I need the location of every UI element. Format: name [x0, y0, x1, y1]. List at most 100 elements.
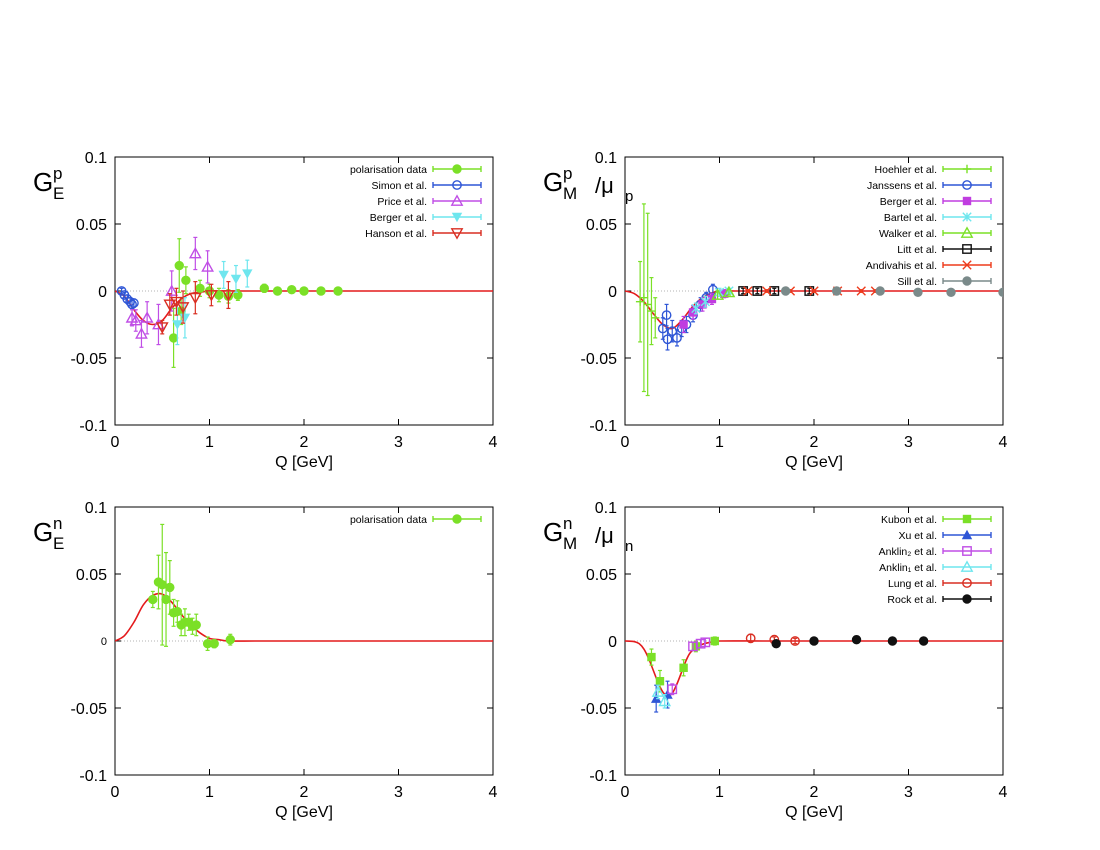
legend-label: Janssens et al. — [867, 180, 937, 192]
y-tick-label: 0.1 — [595, 150, 617, 167]
x-tick-label: 2 — [300, 434, 309, 451]
data-point — [651, 685, 665, 697]
x-tick-label: 3 — [394, 784, 403, 801]
data-point — [161, 594, 171, 605]
legend-marker — [450, 194, 464, 206]
y-label-divisor-subscript: n — [625, 538, 633, 555]
data-point — [242, 269, 253, 279]
data-point — [172, 320, 183, 330]
plot-area — [625, 203, 1003, 397]
x-tick-label: 0 — [111, 784, 120, 801]
x-tick-label: 2 — [810, 434, 819, 451]
data-point — [287, 284, 297, 295]
legend-item: Rock et al. — [887, 594, 992, 606]
x-tick-label: 1 — [715, 784, 724, 801]
fit-curve — [115, 592, 493, 642]
plot-area — [115, 236, 493, 368]
data-point — [658, 694, 672, 707]
legend-label: polarisation data — [350, 514, 427, 526]
legend-marker — [962, 212, 972, 222]
legend-marker — [962, 546, 972, 556]
data-point — [643, 300, 652, 309]
legend-item: Hoehler et al. — [875, 164, 992, 176]
data-point — [661, 310, 672, 321]
legend-marker — [450, 228, 464, 240]
legend-item: Walker et al. — [879, 226, 992, 240]
legend-marker — [962, 276, 972, 286]
series-rock-et-al — [771, 634, 929, 649]
x-tick-label: 4 — [999, 434, 1008, 451]
data-point — [946, 287, 956, 298]
y-label-superscript: p — [53, 164, 62, 183]
data-point — [135, 327, 148, 339]
data-point — [769, 286, 780, 296]
data-point — [188, 246, 202, 259]
y-label-subscript: E — [53, 534, 64, 553]
legend-label: Berger et al. — [880, 196, 937, 208]
data-point — [831, 286, 842, 296]
data-point — [333, 286, 343, 296]
series-hanson-et-al — [155, 281, 235, 335]
series-berger-et-al — [172, 259, 253, 346]
data-point — [647, 652, 656, 662]
x-axis-label: Q [GeV] — [275, 454, 333, 471]
data-point — [165, 582, 175, 593]
legend-item: Sill et al. — [897, 276, 992, 288]
data-point — [140, 311, 154, 323]
y-tick-label: -0.05 — [581, 701, 618, 718]
data-point — [191, 620, 201, 630]
data-point — [205, 290, 218, 302]
y-tick-label: 0 — [608, 634, 617, 651]
legend-label: Price et al. — [377, 196, 427, 208]
data-point — [174, 260, 184, 271]
data-point — [700, 297, 711, 307]
legend-marker — [962, 514, 972, 524]
data-point — [688, 641, 698, 652]
y-tick-label: 0.1 — [85, 150, 107, 167]
x-axis-label: Q [GeV] — [785, 804, 843, 821]
data-point — [316, 286, 326, 296]
x-tick-label: 4 — [489, 784, 498, 801]
legend-label: polarisation data — [350, 164, 427, 176]
data-point — [299, 286, 309, 296]
series-anklin-et-al — [667, 637, 711, 696]
data-point — [218, 270, 229, 281]
data-point — [809, 286, 819, 296]
data-point — [128, 298, 139, 308]
legend-marker — [962, 196, 972, 206]
data-point — [148, 594, 158, 605]
data-point — [918, 636, 929, 646]
y-label-superscript: n — [53, 514, 62, 533]
data-point — [127, 299, 137, 310]
y-tick-label: -0.1 — [79, 768, 107, 785]
y-label-divisor-subscript: p — [625, 188, 633, 205]
data-point — [230, 274, 242, 285]
legend-item: Hanson et al. — [365, 228, 482, 240]
legend-item: Berger et al. — [370, 212, 482, 224]
series-polarisation-data — [168, 238, 343, 368]
legend-item: Lung et al. — [888, 578, 992, 590]
legend-item: Andivahis et al. — [866, 260, 992, 272]
legend: Kubon et al. Xu et al. Anklin₂ et al. Ankli… — [879, 514, 992, 606]
series-price-et-al — [125, 236, 214, 348]
legend-label: Xu et al. — [898, 530, 937, 542]
plot-area — [115, 523, 493, 651]
y-label-divisor: /μ — [595, 523, 614, 548]
y-tick-label: -0.1 — [79, 418, 107, 435]
y-tick-label: -0.05 — [581, 351, 618, 368]
x-tick-label: 0 — [621, 784, 630, 801]
data-point — [762, 286, 772, 296]
legend-marker — [452, 514, 462, 524]
x-tick-label: 1 — [715, 434, 724, 451]
series-walker-et-al — [711, 285, 736, 300]
x-tick-label: 2 — [300, 784, 309, 801]
data-point — [155, 322, 169, 334]
y-label-superscript: n — [563, 514, 572, 533]
series-hoehler-et-al — [635, 203, 660, 397]
y-tick-label: 0.1 — [595, 500, 617, 517]
x-tick-label: 3 — [904, 434, 913, 451]
